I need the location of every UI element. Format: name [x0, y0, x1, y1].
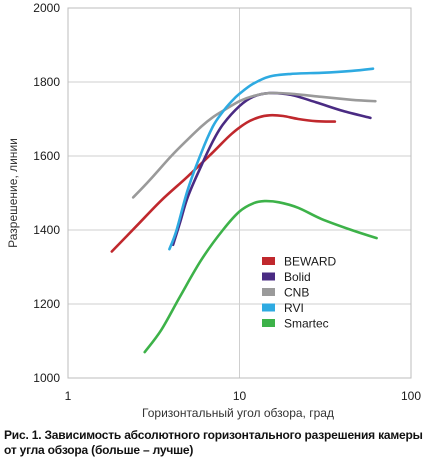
legend-label-beward: BEWARD — [284, 255, 337, 269]
y-tick-label: 1400 — [33, 223, 60, 237]
y-axis-title: Разрешение, линии — [6, 138, 20, 248]
series-line-cnb — [131, 91, 377, 199]
series-line-bolid — [171, 91, 372, 247]
plot-frame — [67, 7, 412, 379]
x-tick-label: 100 — [401, 389, 421, 403]
legend-label-cnb: CNB — [284, 286, 309, 300]
series-line-smartec — [143, 199, 378, 354]
legend-label-smartec: Smartec — [284, 317, 329, 331]
legend-swatch-smartec — [262, 319, 275, 327]
series-lines — [110, 67, 378, 354]
figure-caption: Рис. 1. Зависимость абсолютного горизонт… — [4, 428, 423, 458]
legend-swatch-cnb — [262, 288, 275, 296]
chart-svg: 1000 1200 1400 1600 1800 2000 1 10 100 Разрешен… — [6, 1, 422, 420]
y-tick-labels: 1000 1200 1400 1600 1800 2000 — [33, 1, 60, 385]
legend-label-bolid: Bolid — [284, 270, 311, 284]
legend-label-rvi: RVI — [284, 301, 304, 315]
grid — [67, 7, 412, 379]
x-tick-labels: 1 10 100 — [65, 389, 422, 403]
y-tick-label: 1800 — [33, 75, 60, 89]
x-tick-label: 10 — [233, 389, 247, 403]
caption-line-2: от угла обзора (больше – лучше) — [4, 443, 194, 457]
series-line-beward — [110, 113, 337, 253]
x-axis-title: Горизонтальный угол обзора, град — [142, 406, 334, 420]
y-tick-label: 1200 — [33, 297, 60, 311]
x-tick-label: 1 — [65, 389, 72, 403]
caption-line-1: Рис. 1. Зависимость абсолютного горизонт… — [4, 428, 423, 442]
y-tick-label: 2000 — [33, 1, 60, 15]
legend-swatch-rvi — [262, 303, 275, 312]
y-tick-label: 1600 — [33, 149, 60, 163]
series-line-rvi — [168, 67, 375, 251]
legend-swatch-beward — [262, 257, 275, 265]
y-tick-label: 1000 — [33, 371, 60, 385]
legend-swatch-bolid — [262, 272, 275, 281]
